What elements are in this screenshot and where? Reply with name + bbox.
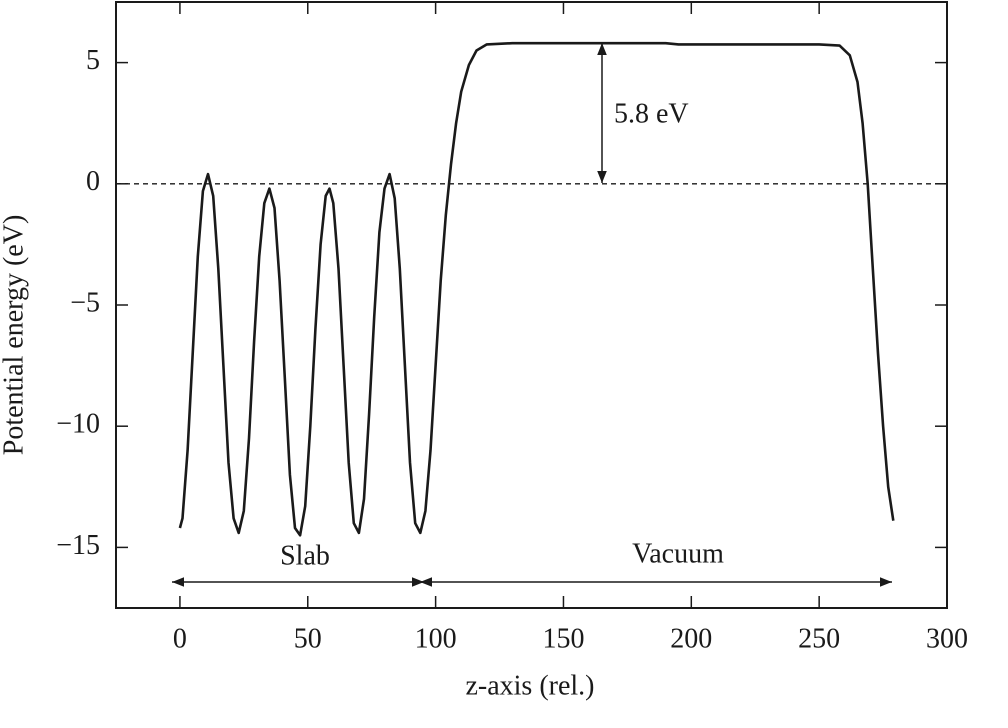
y-tick-label: 5 (86, 45, 100, 76)
barrier-label: 5.8 eV (614, 98, 689, 129)
x-tick-label: 300 (926, 623, 968, 654)
x-tick-label: 200 (670, 623, 712, 654)
y-tick-label: 0 (86, 166, 100, 197)
y-axis-title: Potential energy (eV) (0, 215, 29, 456)
x-tick-label: 100 (415, 623, 457, 654)
plot-frame (115, 1, 948, 609)
x-tick-label: 150 (542, 623, 584, 654)
x-tick-label: 250 (798, 623, 840, 654)
y-tick-label: −10 (56, 409, 100, 440)
x-axis-title: z-axis (rel.) (465, 670, 594, 701)
y-tick-label: −15 (56, 530, 100, 561)
y-tick-label: −5 (70, 287, 100, 318)
potential-line (178, 41, 895, 537)
x-tick-label: 0 (173, 623, 187, 654)
x-tick-label: 50 (294, 623, 322, 654)
slab-label: Slab (280, 540, 330, 571)
vacuum-label: Vacuum (632, 538, 724, 569)
